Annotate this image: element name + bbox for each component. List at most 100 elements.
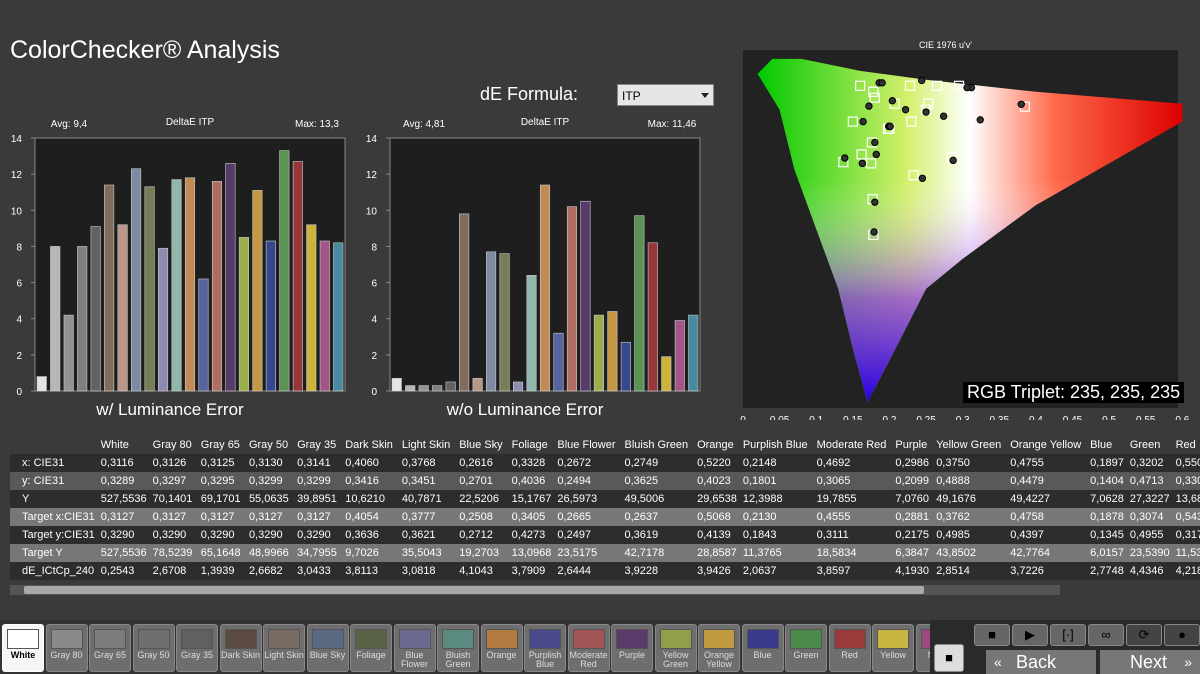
- table-cell: 0,4054: [342, 508, 399, 526]
- target-marker: [923, 98, 934, 109]
- swatch-button[interactable]: Gray 50: [132, 624, 175, 672]
- swatch-button[interactable]: Moderate Red: [567, 624, 610, 672]
- table-cell: 0,4397: [1007, 526, 1088, 544]
- y-tick-label: 12: [366, 170, 378, 181]
- swatch-button[interactable]: Purple: [611, 624, 653, 672]
- table-cell: 0,3074: [1126, 508, 1173, 526]
- swatch-label: Green: [793, 650, 819, 660]
- column-header: Orange Yellow: [1010, 438, 1082, 451]
- swatch-chip: [442, 629, 474, 649]
- swatch-button[interactable]: Gray 65: [89, 624, 131, 672]
- table-cell: 0,4985: [933, 526, 1008, 544]
- table-cell: 12,3988: [739, 490, 814, 508]
- swatch-button[interactable]: Blue Flower: [393, 624, 436, 672]
- swatch-label: Gray 50: [137, 650, 170, 660]
- back-button[interactable]: « Back: [986, 650, 1096, 674]
- bar: [131, 168, 142, 392]
- table-cell: 27,3227: [1126, 490, 1173, 508]
- refresh-icon[interactable]: ⟳: [1126, 624, 1162, 646]
- measured-point: [859, 117, 867, 126]
- swatch-button[interactable]: Yellow Green: [654, 624, 697, 672]
- swatch-button[interactable]: Foliage: [350, 624, 392, 672]
- bar: [279, 150, 290, 392]
- swatch-button[interactable]: Yellow: [872, 624, 914, 672]
- swatch-chip: [659, 629, 692, 649]
- y-tick-label: 8: [371, 242, 377, 253]
- table-cell: 9,7026: [342, 544, 399, 562]
- swatch-button[interactable]: Gray 35: [176, 624, 218, 672]
- formula-select[interactable]: ITP: [617, 84, 714, 106]
- swatch-button[interactable]: Gray 80: [45, 624, 88, 672]
- table-row: y: CIE31 0,3289 0,3297 0,3295 0,3299 0,3299 0,…: [10, 472, 1200, 490]
- table-cell: 0,4692: [813, 454, 893, 472]
- bar: [225, 162, 236, 392]
- swatch-button[interactable]: Light Skin: [263, 624, 305, 672]
- x-tick-label: 0,15: [843, 415, 863, 420]
- loop-button[interactable]: ∞: [1088, 624, 1124, 646]
- data-table: White Gray 80 Gray 65 Gray 50 Gray 35 Dark Sk…: [10, 436, 1200, 580]
- row-label: Target Y: [10, 544, 98, 562]
- bar: [265, 240, 276, 392]
- table-cell: 0,3299: [294, 472, 343, 490]
- corner-cell: [10, 436, 98, 454]
- row-label: x: CIE31: [10, 454, 98, 472]
- capture-button[interactable]: ■: [934, 644, 964, 672]
- swatch-button[interactable]: Blue Sky: [306, 624, 349, 672]
- swatch-chip: [833, 629, 866, 649]
- swatch-button[interactable]: Dark Skin: [219, 624, 262, 672]
- swatch-chip: [746, 629, 779, 649]
- bar: [526, 275, 537, 392]
- table-cell: 6,3847: [892, 544, 934, 562]
- swatch-chip: [137, 629, 170, 649]
- bar: [432, 385, 443, 392]
- table-cell: 0,3126: [149, 454, 198, 472]
- swatch-button[interactable]: Bluish Green: [437, 624, 479, 672]
- x-tick-label: 0: [740, 415, 746, 420]
- swatch-button[interactable]: Orange: [480, 624, 523, 672]
- chart-title: DeltaE ITP: [521, 117, 570, 128]
- scrollbar-thumb[interactable]: [24, 586, 924, 594]
- formula-label: dE Formula:: [480, 84, 579, 104]
- table-cell: 11,3765: [739, 544, 814, 562]
- swatch-button[interactable]: Green: [785, 624, 827, 672]
- step-button[interactable]: [·]: [1050, 624, 1086, 646]
- stop-button[interactable]: ■: [974, 624, 1010, 646]
- table-cell: 0,3625: [621, 472, 695, 490]
- x-tick-label: 0,4: [1029, 415, 1043, 420]
- column-header: Gray 65: [200, 438, 240, 451]
- max-label: Max: 13,3: [295, 119, 339, 130]
- table-cell: 0,4555: [813, 508, 893, 526]
- swatch-button[interactable]: White: [2, 624, 44, 672]
- table-cell: 0,4888: [933, 472, 1008, 490]
- table-cell: 0,3777: [398, 508, 457, 526]
- swatch-button[interactable]: Purplish Blue: [524, 624, 566, 672]
- bar: [607, 311, 618, 392]
- target-marker: [856, 149, 867, 160]
- table-cell: 0,1878: [1087, 508, 1127, 526]
- table-cell: 78,5239: [149, 544, 198, 562]
- swatch-chip: [790, 629, 822, 649]
- cie-chart: 0 0,05 0,1 0,15 0,2 0,25 0,3 0,35 0,4 0,45 0,5 0,55…: [740, 40, 1190, 420]
- column-header: Blue Sky: [459, 438, 503, 451]
- row-label: dE_ICtCp_240: [10, 562, 98, 580]
- data-table-panel[interactable]: White Gray 80 Gray 65 Gray 50 Gray 35 Dark Sk…: [10, 436, 1200, 586]
- measured-point: [865, 102, 873, 110]
- swatch-button[interactable]: Red: [828, 624, 871, 672]
- play-button[interactable]: ▶: [1012, 624, 1048, 646]
- horizontal-scrollbar[interactable]: [10, 585, 1060, 595]
- table-row: Y 527,5536 70,1401 69,1701 55,0635 39,8951 10,…: [10, 490, 1200, 508]
- table-cell: 0,3299: [245, 472, 295, 490]
- measured-point: [872, 150, 880, 159]
- swatch-label: Gray 35: [180, 650, 213, 660]
- table-cell: 3,8113: [342, 562, 399, 580]
- next-button[interactable]: Next »: [1100, 650, 1200, 674]
- column-header: Yellow Green: [936, 438, 1002, 451]
- record-button[interactable]: ●: [1164, 624, 1200, 646]
- swatch-button[interactable]: Blue: [741, 624, 784, 672]
- page-title: ColorChecker® Analysis: [10, 36, 280, 64]
- table-cell: 28,8587: [694, 544, 740, 562]
- swatch-button[interactable]: Orange Yellow: [698, 624, 740, 672]
- bar: [513, 381, 524, 392]
- bar: [661, 356, 672, 392]
- table-cell: 527,5536: [97, 490, 150, 508]
